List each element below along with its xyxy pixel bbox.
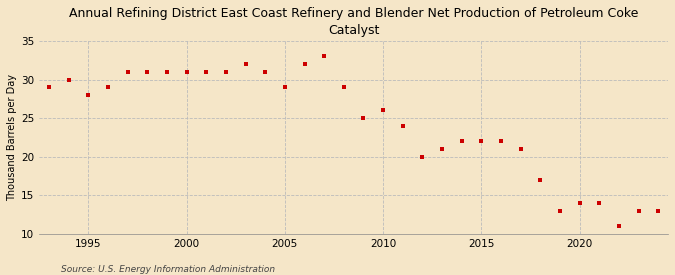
Title: Annual Refining District East Coast Refinery and Blender Net Production of Petro: Annual Refining District East Coast Refi… <box>69 7 639 37</box>
Y-axis label: Thousand Barrels per Day: Thousand Barrels per Day <box>7 74 17 201</box>
Text: Source: U.S. Energy Information Administration: Source: U.S. Energy Information Administ… <box>61 265 275 274</box>
